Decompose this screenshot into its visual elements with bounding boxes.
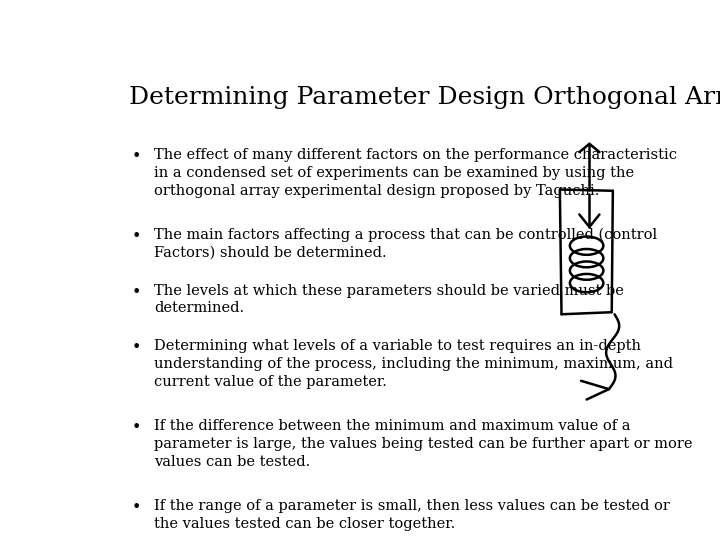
Text: Determining what levels of a variable to test requires an in-depth
understanding: Determining what levels of a variable to…: [154, 339, 673, 389]
Text: •: •: [132, 419, 141, 436]
Text: The effect of many different factors on the performance characteristic
in a cond: The effect of many different factors on …: [154, 148, 678, 198]
Text: If the difference between the minimum and maximum value of a
parameter is large,: If the difference between the minimum an…: [154, 419, 693, 469]
Text: •: •: [132, 499, 141, 516]
Text: Determining Parameter Design Orthogonal Array: Determining Parameter Design Orthogonal …: [129, 85, 720, 109]
Text: •: •: [132, 284, 141, 301]
Text: •: •: [132, 339, 141, 356]
Text: If the range of a parameter is small, then less values can be tested or
the valu: If the range of a parameter is small, th…: [154, 499, 670, 531]
Text: •: •: [132, 148, 141, 165]
Text: The main factors affecting a process that can be controlled (control
Factors) sh: The main factors affecting a process tha…: [154, 228, 657, 260]
Text: The levels at which these parameters should be varied must be
determined.: The levels at which these parameters sho…: [154, 284, 624, 315]
Text: •: •: [132, 228, 141, 245]
